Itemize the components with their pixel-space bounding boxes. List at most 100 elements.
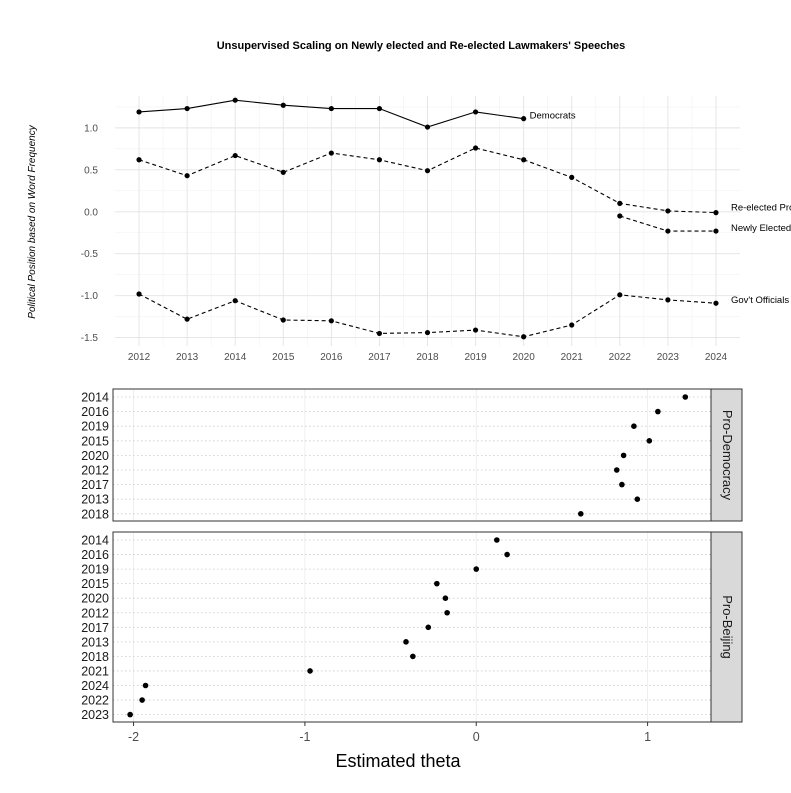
dot-pro-beijing <box>444 609 450 616</box>
x-tick-label: -2 <box>128 730 139 744</box>
row-label: 2017 <box>81 478 109 492</box>
y-tick-label: 1.0 <box>84 123 98 134</box>
x-tick-label: 2023 <box>657 352 680 363</box>
y-tick-label: -1.0 <box>81 291 99 302</box>
row-label: 2016 <box>81 405 109 419</box>
dot-pro-beijing <box>504 551 510 558</box>
row-label: 2014 <box>81 534 109 548</box>
dot-pro-beijing <box>473 566 480 572</box>
row-label: 2017 <box>81 621 109 635</box>
x-tick-label: 2013 <box>176 352 199 363</box>
facet-strip-label: Pro-Democracy <box>720 410 735 501</box>
data-point-democrats <box>472 109 479 115</box>
data-point-democrats <box>424 124 431 130</box>
series-label-gov-t-officials: Gov't Officials <box>731 295 789 306</box>
facet-background <box>113 389 711 521</box>
dot-pro-democracy <box>655 408 661 415</box>
row-label: 2013 <box>81 635 109 649</box>
line-panel-grid <box>115 96 740 346</box>
row-label: 2022 <box>81 694 109 708</box>
x-tick-label: 2022 <box>609 352 632 363</box>
x-tick-label: 1 <box>644 730 651 744</box>
data-point-gov-t-officials <box>136 291 142 297</box>
y-tick-label: -1.5 <box>81 333 99 344</box>
data-point-democrats <box>328 105 334 112</box>
data-point-re-elected-pro-beijing-lawmakers <box>328 150 334 156</box>
row-label: 2020 <box>81 449 109 463</box>
x-tick-label: 2015 <box>272 352 295 363</box>
dot-pro-beijing <box>127 711 133 718</box>
x-tick-label: 2021 <box>561 352 584 363</box>
line-panel-series-labels: Democrats Re-elected Pro-Beijing Lawmaker… <box>530 111 791 307</box>
data-point-democrats <box>232 97 238 103</box>
data-point-re-elected-pro-beijing-lawmakers <box>617 200 623 206</box>
facet-strip <box>710 531 743 723</box>
data-point-gov-t-officials <box>665 297 671 303</box>
row-label: 2016 <box>81 548 109 562</box>
data-point-gov-t-officials <box>328 318 334 324</box>
row-label: 2012 <box>81 464 109 478</box>
x-tick-label: 2012 <box>128 352 151 363</box>
x-tick-label: -1 <box>299 730 310 744</box>
facet-strip-label: Pro-Beijing <box>720 595 735 659</box>
y-tick-label: 0.0 <box>84 207 98 218</box>
x-tick-label: 2019 <box>464 352 487 363</box>
series-label-re-elected-pro-beijing-lawmakers: Re-elected Pro-Beijing Lawmakers <box>731 203 791 214</box>
dot-pro-beijing <box>425 624 432 631</box>
dot-pro-democracy <box>613 467 620 473</box>
dot-pro-democracy <box>619 481 625 488</box>
dot-pro-beijing <box>307 668 313 674</box>
series-label-newly-elected-pro-beijing-lawmakers: Newly Elected Pro-Beijing Lawmakers <box>731 223 791 234</box>
dot-plot-x-tick-labels: -2 -1 0 1 <box>128 722 651 744</box>
line-panel-y-axis-label: Political Position based on Word Frequen… <box>27 124 38 318</box>
row-label: 2012 <box>81 606 109 620</box>
data-point-re-elected-pro-beijing-lawmakers <box>472 145 479 151</box>
data-point-democrats <box>280 102 286 108</box>
dot-pro-democracy <box>634 496 641 503</box>
x-tick-label: 2017 <box>368 352 391 363</box>
data-point-re-elected-pro-beijing-lawmakers <box>713 210 719 216</box>
facet-background <box>113 532 711 722</box>
dot-plot-x-axis-label: Estimated theta <box>335 751 461 771</box>
series-label-democrats: Democrats <box>530 111 576 122</box>
data-point-gov-t-officials <box>569 322 575 328</box>
line-panel-x-tick-labels: 2012 2013 2014 2015 2016 2017 2018 2019 2020 2021… <box>128 352 728 363</box>
facet-strip <box>710 388 743 522</box>
data-point-gov-t-officials <box>376 330 383 337</box>
dot-plot-panels: 201420162019201520202012201720132018Pro-… <box>81 388 743 723</box>
y-tick-label: 0.5 <box>84 165 98 176</box>
x-tick-label: 2020 <box>513 352 536 363</box>
data-point-gov-t-officials <box>713 300 719 306</box>
data-point-gov-t-officials <box>232 298 238 304</box>
row-label: 2018 <box>81 507 109 521</box>
row-label: 2023 <box>81 708 109 722</box>
row-label: 2015 <box>81 434 109 448</box>
row-label: 2015 <box>81 577 109 591</box>
line-panel: Democrats Re-elected Pro-Beijing Lawmaker… <box>27 96 791 363</box>
data-point-re-elected-pro-beijing-lawmakers <box>569 174 575 180</box>
data-point-democrats <box>376 105 383 112</box>
data-point-re-elected-pro-beijing-lawmakers <box>665 208 671 214</box>
data-point-gov-t-officials <box>424 329 431 336</box>
dot-pro-democracy <box>631 423 637 430</box>
data-point-re-elected-pro-beijing-lawmakers <box>376 157 383 163</box>
dot-pro-democracy <box>620 452 627 459</box>
data-point-gov-t-officials <box>184 316 190 322</box>
y-tick-label: -0.5 <box>81 249 99 260</box>
dot-pro-beijing <box>434 580 440 587</box>
data-point-newly-elected-pro-beijing-lawmakers <box>713 228 719 234</box>
row-label: 2018 <box>81 650 109 664</box>
row-label: 2020 <box>81 592 109 606</box>
data-point-newly-elected-pro-beijing-lawmakers <box>665 228 671 234</box>
x-tick-label: 2024 <box>705 352 728 363</box>
data-point-re-elected-pro-beijing-lawmakers <box>424 168 431 174</box>
row-label: 2021 <box>81 664 109 678</box>
data-point-re-elected-pro-beijing-lawmakers <box>280 169 286 175</box>
facet-panel-pro-beijing: 2014201620192015202020122017201320182021… <box>81 531 743 723</box>
row-label: 2019 <box>81 563 109 577</box>
data-point-democrats <box>136 109 142 115</box>
data-point-re-elected-pro-beijing-lawmakers <box>136 157 142 163</box>
x-tick-label: 2018 <box>416 352 439 363</box>
